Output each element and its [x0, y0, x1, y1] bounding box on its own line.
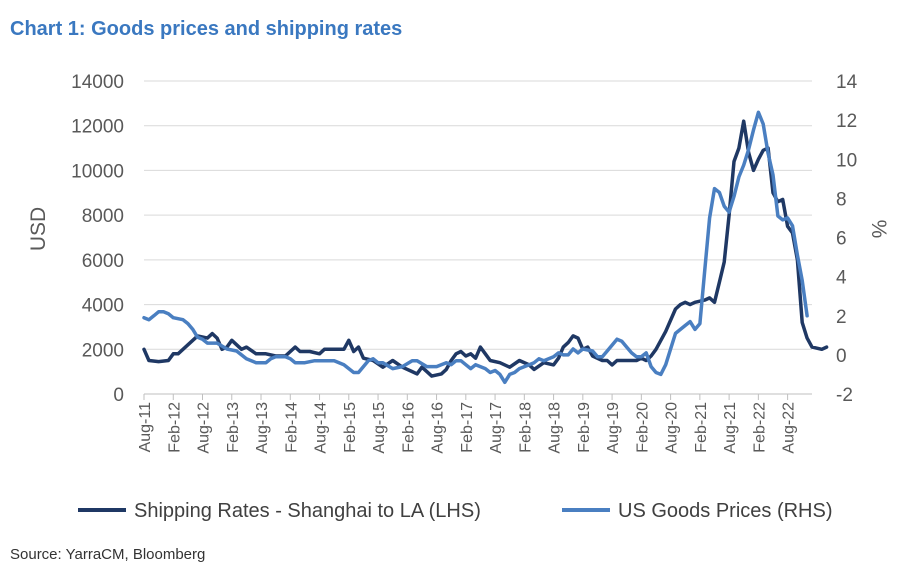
y-axis-left-label: USD	[27, 207, 50, 251]
x-tick-label: Feb-14	[283, 402, 300, 453]
y-right-tick-label: 4	[836, 268, 847, 289]
x-tick-label: Aug-20	[664, 402, 681, 454]
y-right-tick-label: 0	[836, 346, 847, 367]
x-tick-label: Aug-16	[430, 402, 447, 454]
y-left-tick-label: 14000	[71, 72, 124, 93]
x-tick-label: Aug-19	[605, 402, 622, 454]
x-tick-label: Feb-17	[459, 402, 476, 453]
x-tick-label: Feb-19	[576, 402, 593, 453]
y-right-tick-label: 2	[836, 307, 847, 328]
x-tick-label: Aug-17	[488, 402, 505, 454]
x-tick-label: Feb-21	[693, 402, 710, 453]
x-tick-label: Feb-12	[166, 402, 183, 453]
x-tick-label: Aug-22	[781, 402, 798, 454]
y-right-tick-label: 12	[836, 111, 857, 132]
y-left-tick-label: 6000	[82, 251, 124, 272]
y-left-tick-label: 10000	[71, 161, 124, 182]
y-axis-right-label: %	[867, 220, 890, 239]
y-right-tick-label: -2	[836, 385, 853, 406]
y-left-tick-label: 2000	[82, 340, 124, 361]
x-tick-label: Feb-16	[400, 402, 417, 453]
y-right-tick-label: 8	[836, 189, 847, 210]
y-left-tick-label: 4000	[82, 296, 124, 317]
x-tick-label: Feb-13	[225, 402, 242, 453]
legend: Shipping Rates - Shanghai to LA (LHS) US …	[78, 500, 833, 522]
chart-canvas: 0 2000 4000 6000 8000 10000 12000 14000 -2 0 2 4 6 8…	[27, 72, 890, 522]
series-line-2	[142, 110, 809, 385]
chart-title: Chart 1: Goods prices and shipping rates	[10, 18, 403, 40]
x-tick-label: Feb-15	[342, 402, 359, 453]
x-tick-label: Aug-12	[196, 402, 213, 454]
x-tick-label: Feb-22	[751, 402, 768, 453]
x-tick-label: Aug-11	[137, 402, 154, 453]
series-lines	[142, 110, 829, 385]
y-axis-right-ticks: -2 0 2 4 6 8 10 12 14	[836, 72, 858, 406]
source-note: Source: YarraCM, Bloomberg	[10, 546, 206, 563]
y-left-tick-label: 8000	[82, 206, 124, 227]
x-tick-label: Aug-13	[254, 402, 271, 454]
x-tick-label: Aug-14	[313, 402, 330, 454]
legend-label: Shipping Rates - Shanghai to LA (LHS)	[134, 500, 481, 522]
x-tick-label: Feb-18	[517, 402, 534, 453]
series-line-1	[142, 119, 829, 378]
x-tick-label: Aug-21	[722, 402, 739, 454]
y-right-tick-label: 6	[836, 229, 847, 250]
y-right-tick-label: 14	[836, 72, 858, 93]
x-axis: Aug-11 Feb-12 Aug-12 Feb-13 Aug-13 Feb-14 Aug-…	[137, 393, 812, 454]
y-right-tick-label: 10	[836, 150, 857, 171]
legend-label: US Goods Prices (RHS)	[618, 500, 833, 522]
y-left-tick-label: 12000	[71, 117, 124, 138]
x-tick-label: Feb-20	[634, 402, 651, 453]
y-left-tick-label: 0	[113, 385, 124, 406]
x-tick-label: Aug-18	[547, 402, 564, 454]
y-axis-left-ticks: 0 2000 4000 6000 8000 10000 12000 14000	[71, 72, 124, 406]
x-tick-label: Aug-15	[371, 402, 388, 454]
